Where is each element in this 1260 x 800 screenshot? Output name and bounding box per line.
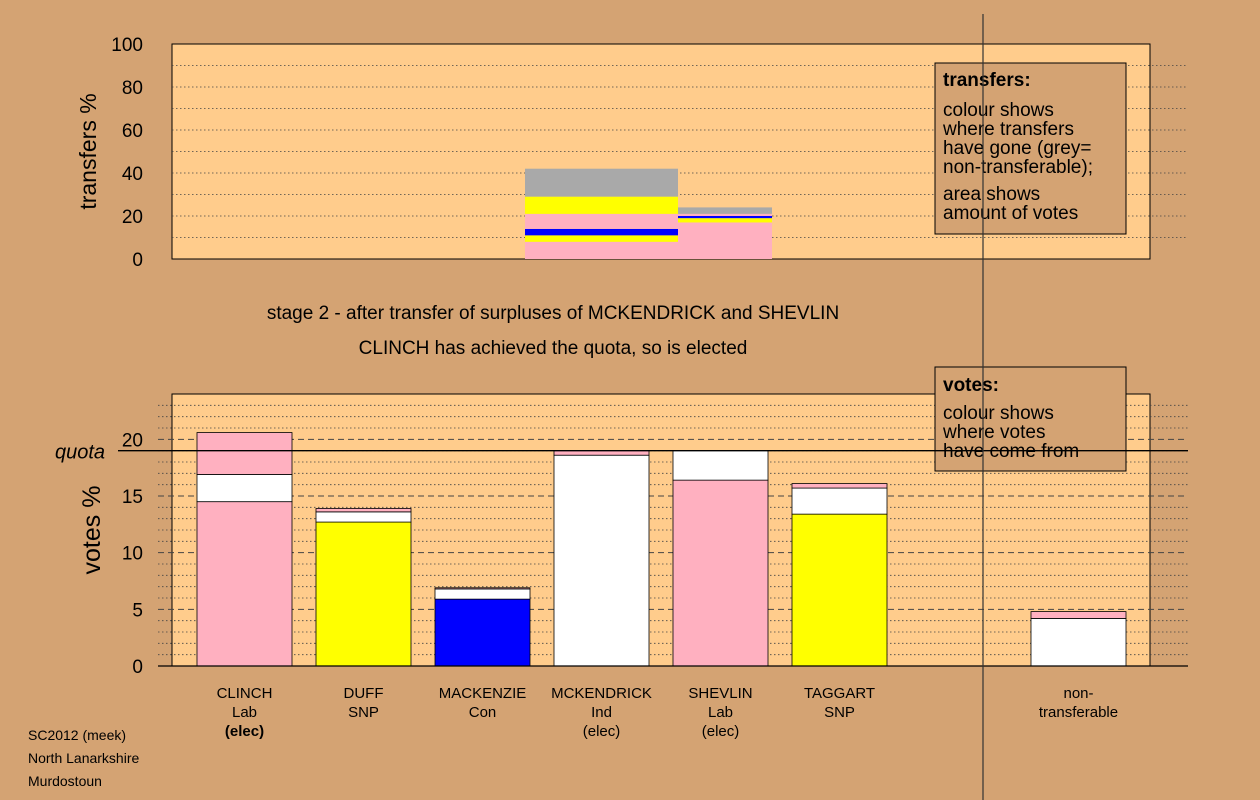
candidate-party-label: Ind — [591, 704, 612, 721]
transfer-segment-shevlin — [678, 216, 772, 219]
vote-bar-segment-non-transferable — [1030, 618, 1127, 667]
transfer-segment-mckendrick — [525, 213, 678, 229]
candidate-party-label: Con — [469, 704, 497, 721]
status-caption: CLINCH has achieved the quota, so is ele… — [359, 338, 748, 359]
vote-bar-segment-clinch — [196, 501, 293, 667]
vote-bar-segment-mckendrick — [553, 450, 650, 456]
transfers-legend-text: have gone (grey= — [943, 138, 1091, 159]
transfers-tick-label: 20 — [122, 207, 143, 228]
footer-ward-label: Murdostoun — [28, 773, 102, 789]
vote-bar-segment-mckendrick — [553, 454, 650, 667]
votes-tick-label: 0 — [132, 657, 143, 678]
votes-legend-box — [934, 366, 1127, 472]
transfer-segment-mckendrick — [525, 228, 678, 236]
vote-bar-segment-non-transferable — [1030, 611, 1127, 619]
vote-bar-segment-clinch — [196, 432, 293, 475]
candidate-party-label: Lab — [708, 704, 733, 721]
transfers-legend-text: colour shows — [943, 100, 1054, 121]
votes-legend-text: have come from — [943, 441, 1079, 462]
transfers-legend-text: non-transferable); — [943, 157, 1093, 178]
votes-tick-label: 5 — [132, 600, 143, 621]
vote-bar-segment-taggart — [791, 513, 888, 667]
candidate-status-label: (elec) — [583, 723, 621, 740]
transfer-segment-shevlin — [678, 207, 772, 214]
transfers-legend-title: transfers: — [943, 70, 1031, 91]
candidate-name-label: SHEVLIN — [688, 685, 752, 702]
candidate-name-label: CLINCH — [217, 685, 273, 702]
votes-legend-title: votes: — [943, 375, 999, 396]
candidate-name-label: DUFF — [344, 685, 384, 702]
candidate-party-label: SNP — [348, 704, 379, 721]
transfer-segment-mckendrick — [525, 168, 678, 197]
vote-bar-segment-shevlin — [672, 479, 769, 667]
non-transferable-label: transferable — [1039, 704, 1118, 721]
transfers-axis-label: transfers % — [75, 93, 101, 209]
vote-bar-segment-mackenzie — [434, 588, 531, 600]
votes-tick-label: 20 — [122, 430, 143, 451]
votes-tick-label: 10 — [122, 544, 143, 565]
votes-axis-label: votes % — [78, 486, 106, 575]
vote-bar-segment-duff — [315, 508, 412, 513]
transfer-segment-shevlin — [678, 218, 772, 223]
vote-bar-segment-clinch — [196, 474, 293, 503]
vote-bar-segment-taggart — [791, 483, 888, 489]
transfers-legend-box — [934, 62, 1127, 235]
quota-label: quota — [55, 442, 105, 464]
candidate-party-label: Lab — [232, 704, 257, 721]
transfers-tick-label: 60 — [122, 121, 143, 142]
transfers-tick-label: 100 — [111, 35, 143, 56]
vote-bar-segment-duff — [315, 511, 412, 523]
transfer-segment-shevlin — [678, 213, 772, 216]
transfer-segment-mckendrick — [525, 241, 678, 259]
candidate-name-label: MCKENDRICK — [551, 685, 652, 702]
footer-council-label: North Lanarkshire — [28, 750, 140, 766]
candidate-name-label: TAGGART — [804, 685, 875, 702]
transfers-legend-text: where transfers — [942, 119, 1074, 140]
candidate-status-label: (elec) — [225, 723, 264, 740]
transfer-segment-mckendrick — [525, 196, 678, 214]
footer-system-label: SC2012 (meek) — [28, 727, 127, 743]
candidate-name-label: MACKENZIE — [439, 685, 527, 702]
transfers-legend-text: area shows — [943, 184, 1040, 205]
candidate-party-label: SNP — [824, 704, 855, 721]
vote-bar-segment-taggart — [791, 487, 888, 515]
votes-legend-text: colour shows — [943, 403, 1054, 424]
vote-bar-segment-duff — [315, 521, 412, 667]
transfer-segment-mckendrick — [525, 235, 678, 242]
vote-bar-segment-shevlin — [672, 450, 769, 481]
transfers-tick-label: 40 — [122, 164, 143, 185]
vote-bar-segment-mackenzie — [434, 598, 531, 667]
stage-caption: stage 2 - after transfer of surpluses of… — [267, 303, 839, 324]
transfers-tick-label: 80 — [122, 78, 143, 99]
vote-bar-segment-mackenzie — [434, 587, 531, 590]
votes-tick-label: 15 — [122, 487, 143, 508]
non-transferable-label: non- — [1063, 685, 1093, 702]
transfer-segment-shevlin — [678, 222, 772, 259]
votes-legend-text: where votes — [942, 422, 1045, 443]
candidate-status-label: (elec) — [702, 723, 740, 740]
transfers-legend-text: amount of votes — [943, 203, 1078, 224]
transfers-tick-label: 0 — [132, 250, 143, 271]
